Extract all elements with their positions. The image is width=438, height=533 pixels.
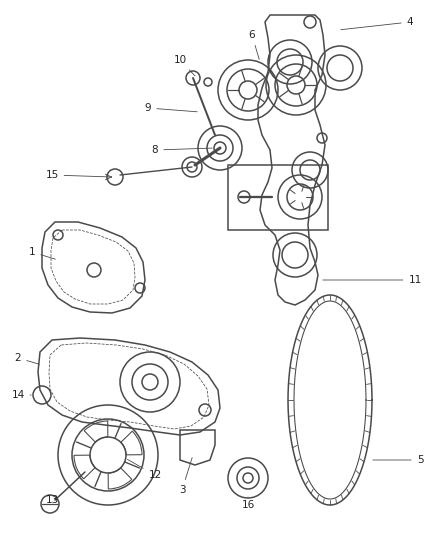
Text: 2: 2 xyxy=(15,353,39,364)
Text: 10: 10 xyxy=(173,55,195,76)
Text: 11: 11 xyxy=(323,275,422,285)
Text: 1: 1 xyxy=(28,247,55,259)
Bar xyxy=(228,165,328,230)
Text: 5: 5 xyxy=(373,455,423,465)
Text: 16: 16 xyxy=(241,497,254,510)
Text: 15: 15 xyxy=(46,170,109,180)
Text: 13: 13 xyxy=(46,495,59,505)
Text: 8: 8 xyxy=(152,145,212,155)
Text: 6: 6 xyxy=(249,30,259,59)
Text: 14: 14 xyxy=(11,390,31,400)
Text: 12: 12 xyxy=(127,459,162,480)
Text: 9: 9 xyxy=(145,103,197,113)
Text: 3: 3 xyxy=(179,458,192,495)
Text: 4: 4 xyxy=(341,17,413,30)
